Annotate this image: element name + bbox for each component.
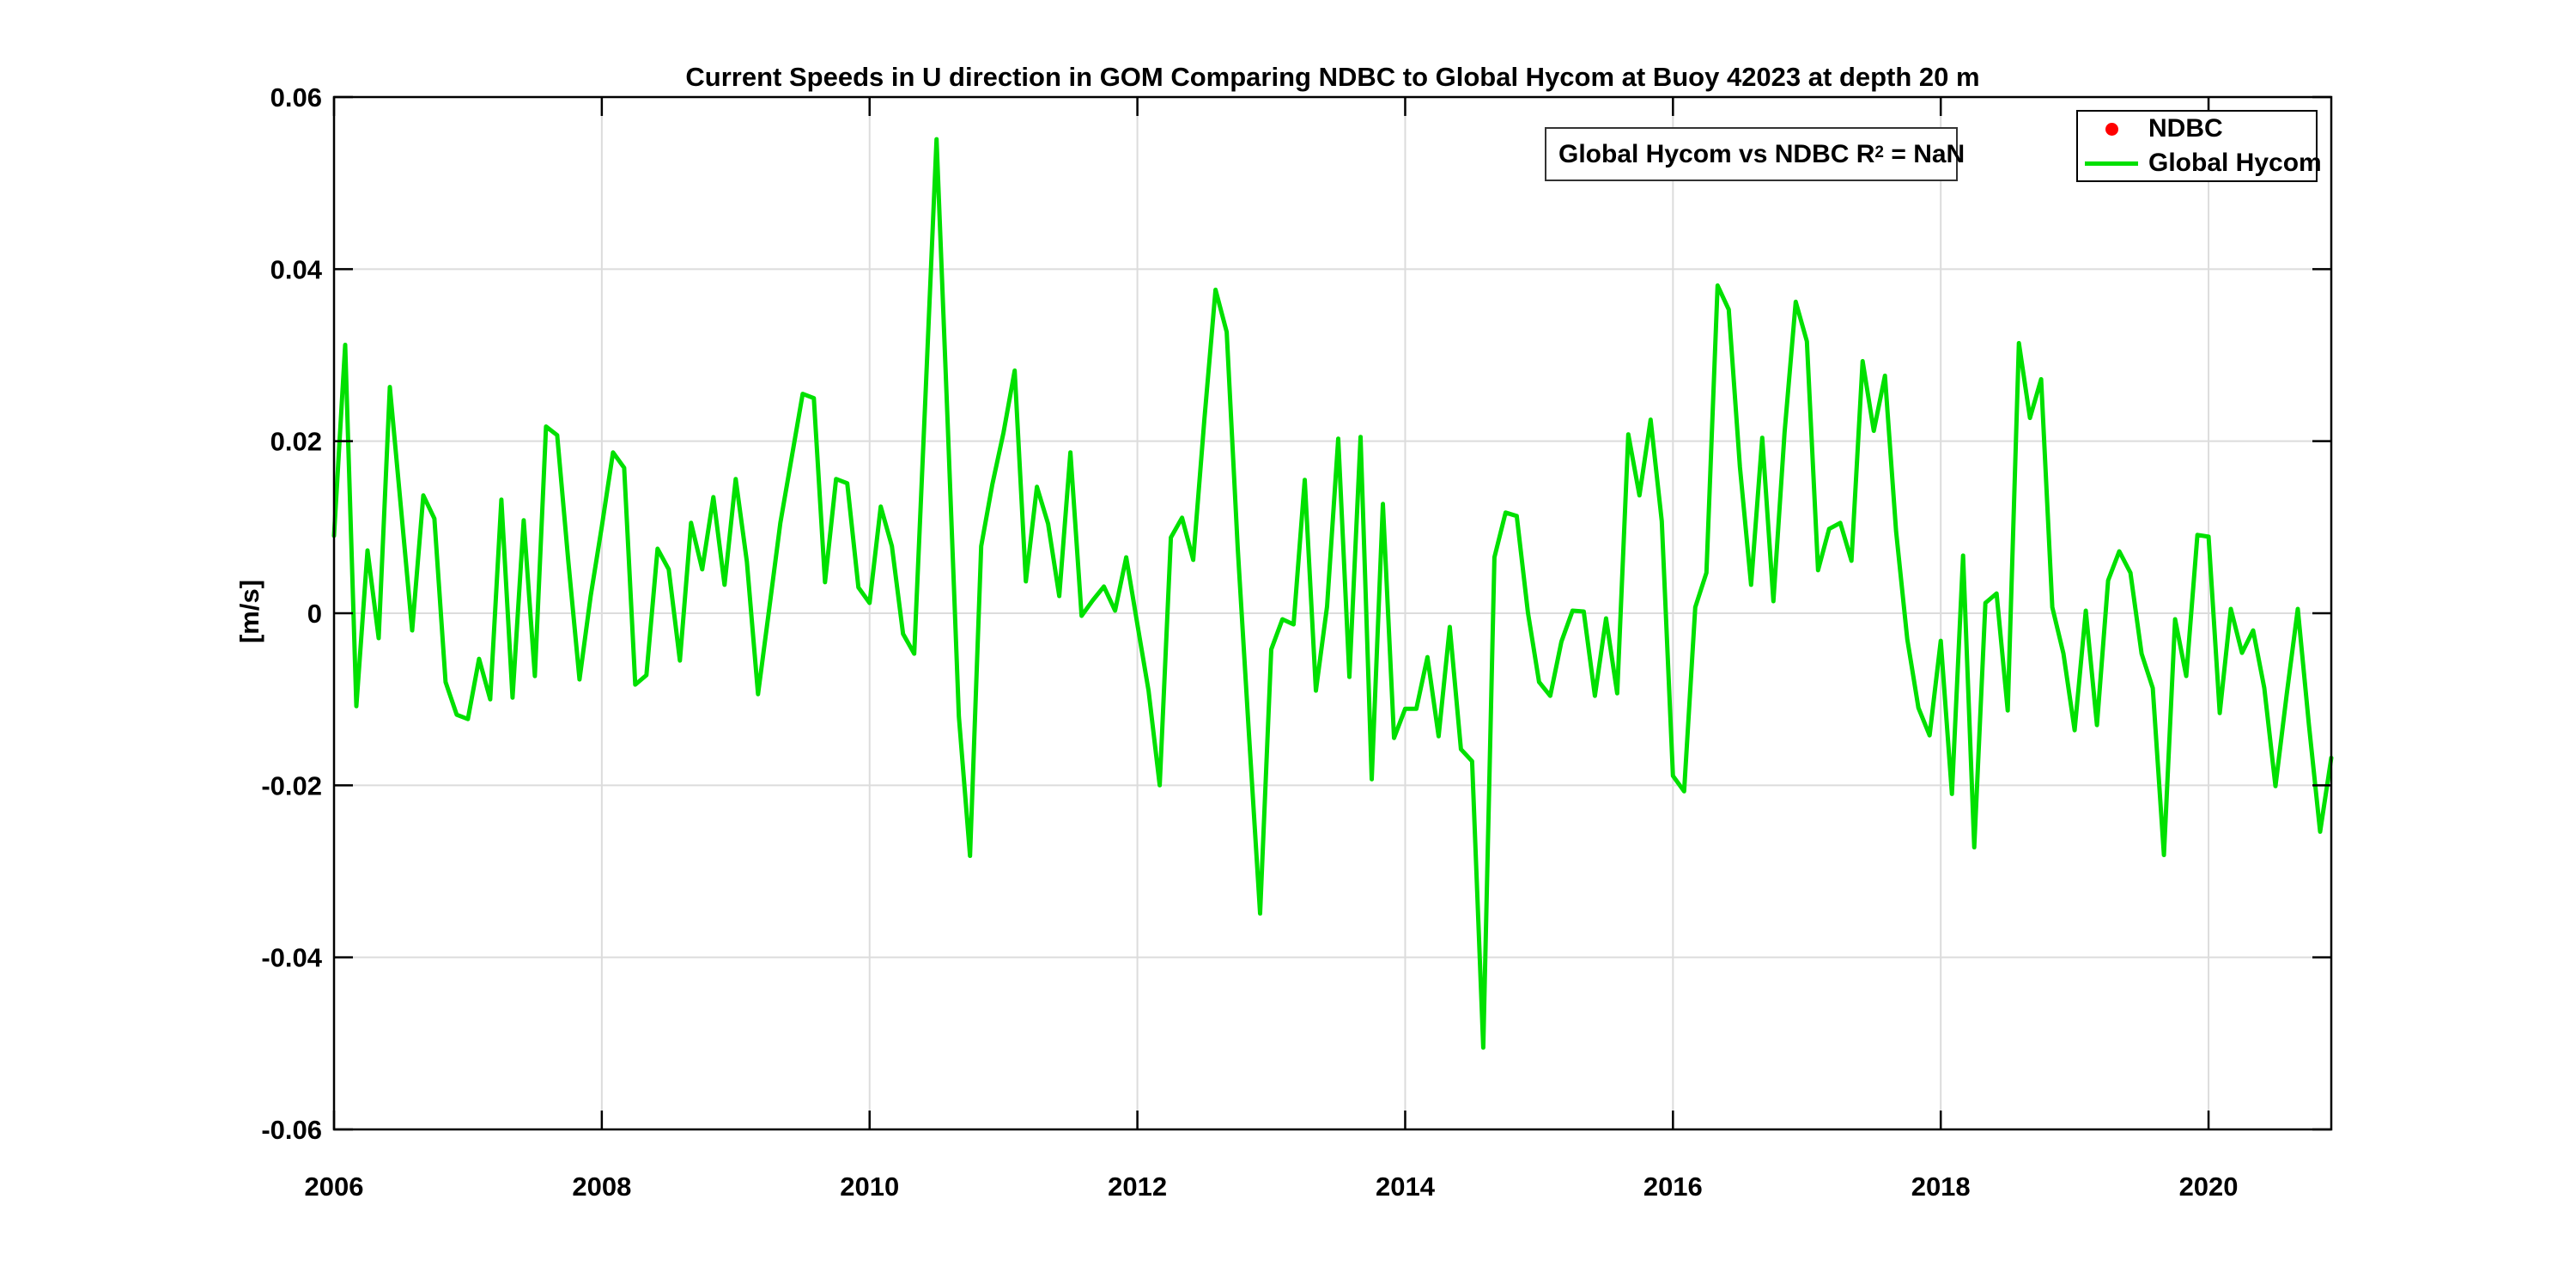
y-tick-label: -0.04 <box>261 943 322 973</box>
red-dot-icon <box>2105 122 2118 136</box>
y-tick-label: -0.02 <box>261 770 322 800</box>
green-line-icon <box>2085 161 2138 166</box>
y-tick-label: 0 <box>307 599 322 629</box>
global-hycom-line <box>331 137 2334 1050</box>
annotation-text: Global Hycom vs NDBC R <box>1558 139 1875 168</box>
x-tick-label: 2014 <box>1376 1172 1436 1202</box>
annotation-superscript: 2 <box>1874 143 1884 161</box>
x-tick-label: 2010 <box>840 1172 899 1202</box>
legend: NDBC Global Hycom <box>2076 110 2322 182</box>
x-tick-label: 2016 <box>1643 1172 1703 1202</box>
x-tick-label: 2020 <box>2179 1172 2239 1202</box>
hycom-line-swatch <box>2085 161 2138 166</box>
x-tick-label: 2006 <box>305 1172 364 1202</box>
annotation-suffix: = NaN <box>1884 139 1965 168</box>
y-tick-label: 0.04 <box>270 254 323 284</box>
x-tick-label: 2008 <box>572 1172 631 1202</box>
y-tick-label: 0.06 <box>270 82 322 113</box>
ndbc-marker-swatch <box>2085 122 2138 136</box>
chart-title: Current Speeds in U direction in GOM Com… <box>685 62 1980 92</box>
y-tick-label: -0.06 <box>261 1115 322 1145</box>
legend-item-ndbc: NDBC <box>2078 112 2316 146</box>
legend-label-ndbc: NDBC <box>2148 114 2223 143</box>
legend-label-global-hycom: Global Hycom <box>2148 149 2322 177</box>
y-axis-label: [m/s] <box>234 579 264 644</box>
x-tick-label: 2018 <box>1911 1172 1971 1202</box>
legend-item-global-hycom: Global Hycom <box>2078 146 2322 180</box>
x-tick-label: 2012 <box>1108 1172 1167 1202</box>
y-tick-label: 0.02 <box>270 427 322 457</box>
